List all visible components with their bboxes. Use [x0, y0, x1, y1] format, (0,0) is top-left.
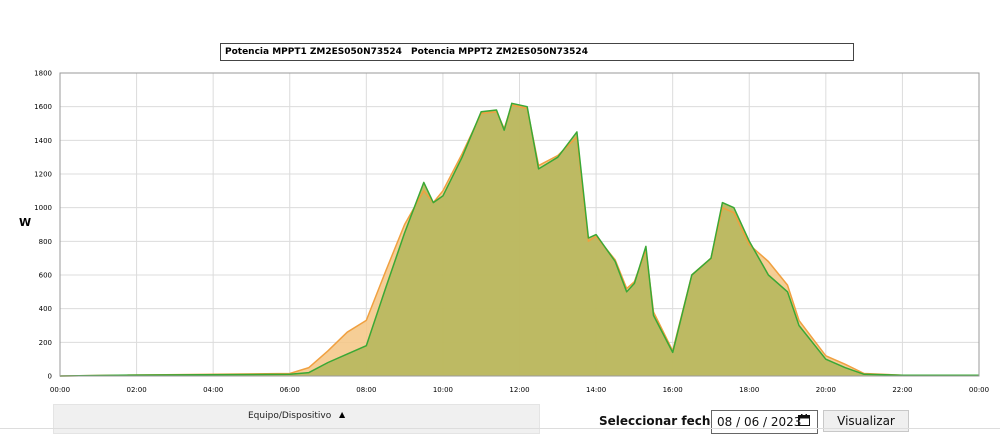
x-axis: 00:00 02:00 04:00 06:00 08:00 10:00 12:00 14:00…: [50, 386, 989, 394]
x-tick-label: 18:00: [739, 386, 759, 394]
y-tick-label: 1600: [34, 103, 52, 111]
y-tick-label: 800: [39, 238, 52, 246]
y-tick-label: 400: [39, 305, 52, 313]
x-tick-label: 06:00: [280, 386, 300, 394]
y-axis: 0 200 400 600 800 1000 1200 1400 1600 1800: [34, 70, 52, 381]
date-label: Seleccionar fecha: [599, 414, 719, 428]
legend-mppt2[interactable]: Potencia MPPT2 ZM2ES050N73524: [411, 47, 588, 57]
x-tick-label: 12:00: [509, 386, 529, 394]
x-tick-label: 10:00: [433, 386, 453, 394]
x-tick-label: 00:00: [50, 386, 70, 394]
y-tick-label: 1800: [34, 70, 52, 78]
y-tick-label: 600: [39, 272, 52, 280]
series-mppt1-area: [60, 103, 979, 377]
y-tick-label: 1400: [34, 137, 52, 145]
x-tick-label: 02:00: [126, 386, 146, 394]
x-tick-label: 08:00: [356, 386, 376, 394]
chart-areas: [59, 102, 979, 377]
y-tick-label: 0: [48, 373, 52, 381]
x-tick-label: 22:00: [892, 386, 912, 394]
x-tick-label: 16:00: [663, 386, 683, 394]
calendar-icon[interactable]: [798, 414, 810, 426]
y-axis-label: W: [19, 216, 32, 229]
y-tick-label: 200: [39, 339, 52, 347]
device-label[interactable]: Equipo/Dispositivo: [248, 411, 332, 421]
legend-mppt1[interactable]: Potencia MPPT1 ZM2ES050N73524: [225, 47, 402, 57]
x-tick-label: 14:00: [586, 386, 606, 394]
caret-up-icon[interactable]: ▲: [339, 410, 346, 419]
y-tick-label: 1200: [34, 171, 52, 179]
y-tick-label: 1000: [34, 204, 52, 212]
x-tick-label: 04:00: [203, 386, 223, 394]
x-tick-label: 20:00: [816, 386, 836, 394]
chart-legend: Potencia MPPT1 ZM2ES050N73524 Potencia M…: [220, 43, 854, 61]
plot-frame: [59, 72, 980, 377]
x-tick-label: 00:00: [969, 386, 989, 394]
series-mppt1-line: [59, 102, 979, 377]
